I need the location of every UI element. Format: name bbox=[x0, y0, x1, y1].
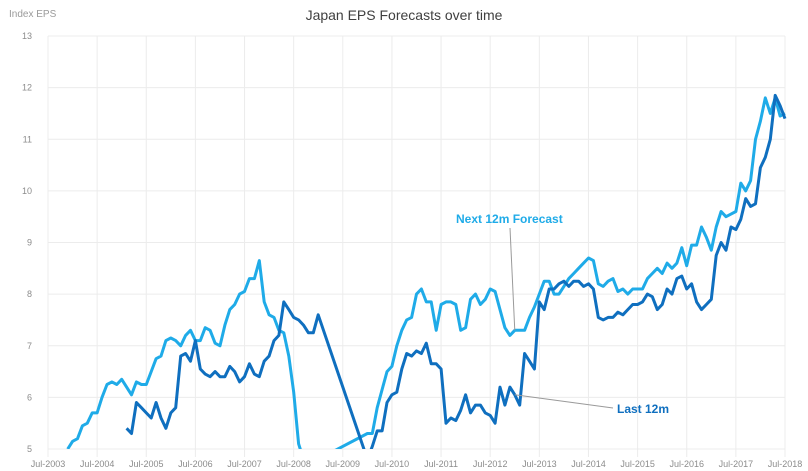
annotations: Next 12m Forecast Last 12m bbox=[456, 212, 669, 416]
gridlines bbox=[47, 35, 786, 457]
x-tick-label: Jul-2017 bbox=[719, 459, 754, 469]
x-tick-label: Jul-2014 bbox=[571, 459, 606, 469]
annotation-label: Next 12m Forecast bbox=[456, 212, 563, 226]
x-tick-label: Jul-2013 bbox=[522, 459, 557, 469]
x-tick-label: Jul-2009 bbox=[326, 459, 361, 469]
y-tick-label: 7 bbox=[27, 341, 32, 351]
x-tick-label: Jul-2006 bbox=[178, 459, 213, 469]
series-line-next-12m-forecast bbox=[66, 96, 786, 449]
x-tick-label: Jul-2005 bbox=[129, 459, 164, 469]
x-tick-label: Jul-2011 bbox=[424, 459, 458, 469]
x-tick-label: Jul-2015 bbox=[620, 459, 655, 469]
x-tick-label: Jul-2008 bbox=[276, 459, 311, 469]
chart-title: Japan EPS Forecasts over time bbox=[306, 7, 503, 23]
annotation-label: Last 12m bbox=[617, 402, 669, 416]
x-tick-label: Jul-2010 bbox=[375, 459, 410, 469]
x-axis-ticks: Jul-2003 Jul-2004 Jul-2005 Jul-2006 Jul-2007… bbox=[31, 459, 803, 469]
x-tick-label: Jul-2018 bbox=[768, 459, 803, 469]
series-line-last-12m bbox=[125, 93, 787, 449]
x-tick-label: Jul-2016 bbox=[669, 459, 704, 469]
x-tick-label: Jul-2003 bbox=[31, 459, 66, 469]
y-tick-label: 11 bbox=[23, 134, 32, 144]
y-axis-label: Index EPS bbox=[9, 9, 57, 20]
y-tick-label: 8 bbox=[27, 289, 32, 299]
x-tick-label: Jul-2007 bbox=[227, 459, 262, 469]
annotation-leader bbox=[514, 394, 614, 409]
y-tick-label: 10 bbox=[22, 186, 32, 196]
y-axis-ticks: 5 6 7 8 9 10 11 12 13 bbox=[22, 31, 32, 454]
y-tick-label: 6 bbox=[27, 392, 32, 402]
x-tick-label: Jul-2012 bbox=[473, 459, 508, 469]
annotation-leader bbox=[509, 227, 516, 331]
x-tick-label: Jul-2004 bbox=[80, 459, 115, 469]
y-tick-label: 12 bbox=[22, 83, 32, 93]
series-lines bbox=[66, 93, 787, 449]
y-tick-label: 13 bbox=[22, 31, 32, 41]
y-tick-label: 9 bbox=[27, 238, 32, 248]
y-tick-label: 5 bbox=[27, 444, 32, 454]
